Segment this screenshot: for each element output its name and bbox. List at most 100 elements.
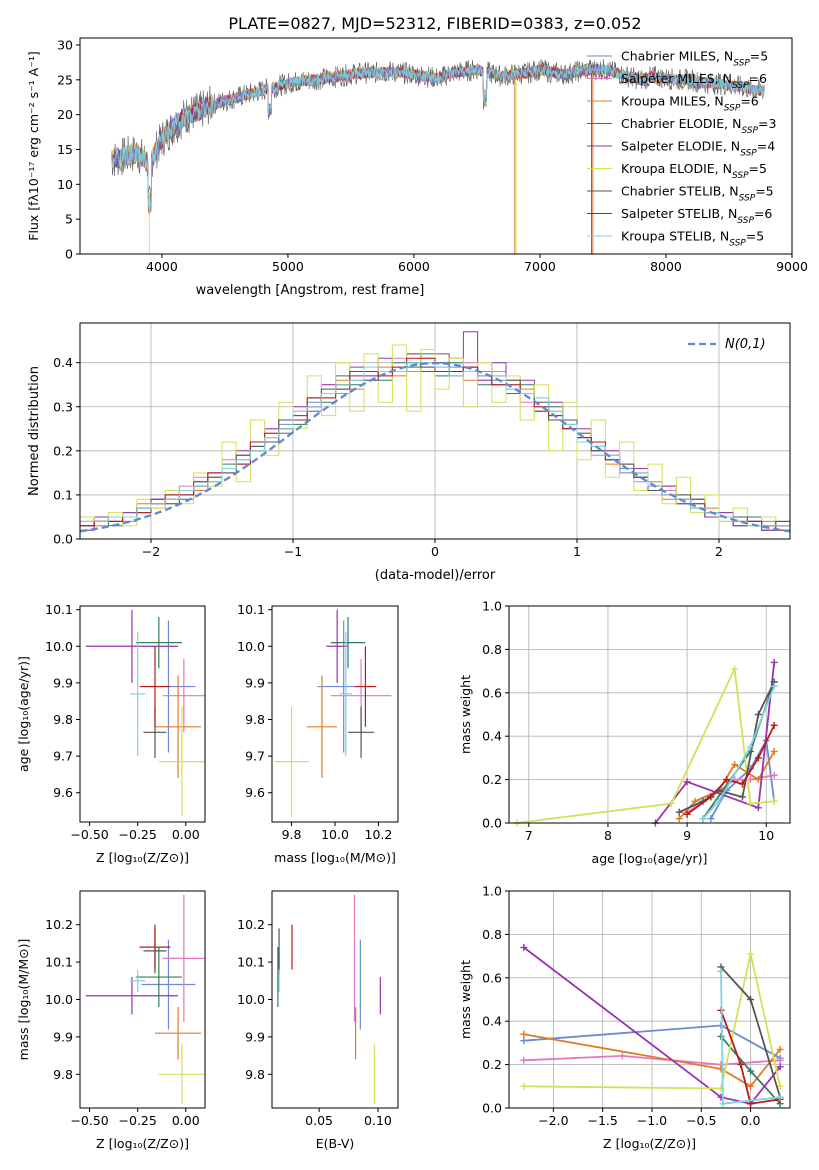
residuals-plot-area <box>79 331 791 539</box>
legend-entry: Chabrier STELIB, NSSP=5 <box>621 184 774 204</box>
data-point-marker <box>717 967 725 975</box>
x-axis-label: age [log₁₀(age/yr)] <box>592 851 708 866</box>
x-tick-label: −0.5 <box>686 1113 716 1128</box>
massweight-vs-age-plot-area <box>513 658 778 827</box>
x-tick-label: −0.50 <box>70 1113 108 1128</box>
data-point-marker <box>618 1052 626 1060</box>
axes-border <box>508 605 791 824</box>
axes-border <box>79 605 206 823</box>
x-tick-label: 7 <box>525 828 533 843</box>
y-tick-label: 0.3 <box>53 399 73 414</box>
x-tick-label: 8000 <box>650 259 682 274</box>
data-point-marker <box>754 804 762 812</box>
data-point-marker <box>707 815 715 823</box>
data-point-marker <box>737 1061 745 1069</box>
legend-entry: N(0,1) <box>725 337 766 352</box>
data-point-marker <box>675 808 683 816</box>
data-point-marker <box>731 665 739 673</box>
y-tick-label: 10.1 <box>45 602 73 617</box>
data-point-marker <box>770 658 778 666</box>
data-point-marker <box>747 996 755 1003</box>
data-point-marker <box>739 793 747 801</box>
data-point-marker <box>715 797 723 805</box>
x-axis-label: (data-model)/error <box>375 568 496 583</box>
x-tick-label: −1.0 <box>637 1113 667 1128</box>
spectrum-series <box>111 63 765 212</box>
data-point-marker <box>747 950 755 958</box>
y-tick-label: 0.2 <box>482 1057 502 1072</box>
data-point-marker <box>754 754 762 762</box>
y-tick-label: 9.8 <box>245 1067 265 1082</box>
y-tick-label: 0 <box>65 247 73 262</box>
data-point-marker <box>776 1093 784 1101</box>
data-point-marker <box>675 815 683 823</box>
age-vs-mass-frame: 9.8 10.0 10.2 9.6 9.7 9.8 9.9 10.0 10.1 <box>237 602 399 842</box>
y-tick-label: 10.0 <box>237 639 265 654</box>
massweight-vs-z-frame: −2.0 −1.5 −1.0 −0.5 0.0 0.0 0.2 0.4 0.6 0.8 1.0 <box>482 884 791 1128</box>
y-tick-label: 10.1 <box>237 955 265 970</box>
y-tick-label: 9.9 <box>53 675 73 690</box>
y-tick-label: 9.6 <box>245 785 265 800</box>
y-axis-label: Flux [fλ10⁻¹⁷ erg cm⁻² s⁻¹ A⁻¹] <box>26 51 41 240</box>
x-tick-label: −2 <box>142 544 160 559</box>
x-tick-label: 10 <box>758 828 774 843</box>
x-tick-label: −2.0 <box>538 1113 568 1128</box>
x-tick-label: 0.00 <box>172 1113 200 1128</box>
x-tick-label: 0.10 <box>364 1113 392 1128</box>
x-tick-label: 0.05 <box>305 1113 333 1128</box>
y-axis-label: mass weight <box>458 960 473 1039</box>
data-point-marker <box>746 799 754 807</box>
mass-vs-ebv-plot-area <box>277 894 381 1105</box>
mass-weight-series <box>686 725 776 816</box>
mass-weight-series <box>523 946 781 1105</box>
mass-vs-z-frame: −0.50 −0.25 0.00 9.8 9.9 10.0 10.1 10.2 <box>45 890 206 1128</box>
y-tick-label: 0.8 <box>482 927 502 942</box>
legend-entry: Chabrier ELODIE, NSSP=3 <box>621 116 776 136</box>
y-tick-label: 1.0 <box>482 884 502 899</box>
y-tick-label: 1.0 <box>482 599 502 614</box>
x-axis-label: Z [log₁₀(Z/Z⊙)] <box>96 1136 189 1151</box>
y-tick-label: 9.7 <box>245 749 265 764</box>
x-tick-label: 10.0 <box>321 827 349 842</box>
x-tick-label: 10.2 <box>365 827 393 842</box>
x-tick-label: 5000 <box>272 259 304 274</box>
y-tick-label: 10.0 <box>45 639 73 654</box>
y-tick-label: 9.9 <box>245 675 265 690</box>
x-tick-label: 4000 <box>146 259 178 274</box>
mass-vs-z-plot-area <box>85 894 205 1105</box>
legend-entry: Kroupa ELODIE, NSSP=5 <box>621 161 767 181</box>
y-tick-label: 10 <box>57 177 73 192</box>
y-tick-label: 10.1 <box>45 955 73 970</box>
y-tick-label: 0.1 <box>53 487 73 502</box>
data-point-marker <box>520 1082 528 1090</box>
x-tick-label: 7000 <box>524 259 556 274</box>
data-point-marker <box>667 799 675 807</box>
y-tick-label: 0.0 <box>482 1101 502 1116</box>
y-tick-label: 0.0 <box>482 816 502 831</box>
mass-weight-series <box>720 1010 781 1105</box>
data-point-marker <box>754 711 762 718</box>
y-tick-label: 0.6 <box>482 685 502 700</box>
x-axis-label: Z [log₁₀(Z/Z⊙)] <box>603 1136 696 1151</box>
y-tick-label: 25 <box>57 72 73 87</box>
x-tick-label: 9 <box>683 828 691 843</box>
data-point-marker <box>719 1100 727 1108</box>
residuals-frame: −2 −1 0 1 2 0.0 0.1 0.2 0.3 0.4 <box>53 322 791 559</box>
y-axis-label: mass weight <box>458 675 473 754</box>
y-tick-label: 0.8 <box>482 642 502 657</box>
x-tick-label: 8 <box>604 828 612 843</box>
x-tick-label: 0 <box>431 544 439 559</box>
y-tick-label: 10.2 <box>45 917 73 932</box>
y-tick-label: 9.7 <box>53 749 73 764</box>
massweight-vs-age-frame: 7 8 9 10 0.0 0.2 0.4 0.6 0.8 1.0 <box>482 599 791 843</box>
data-point-marker <box>776 1063 784 1071</box>
x-axis-label: Z [log₁₀(Z/Z⊙)] <box>96 850 189 865</box>
age-vs-mass-plot-area <box>274 609 392 817</box>
legend-entry: Kroupa MILES, NSSP=6 <box>621 94 759 114</box>
y-tick-label: 9.8 <box>53 712 73 727</box>
x-tick-label: −0.25 <box>119 827 157 842</box>
spectrum-plot-area <box>111 58 765 254</box>
mass-weight-series <box>523 1033 781 1088</box>
massweight-vs-age-axes <box>509 605 790 824</box>
